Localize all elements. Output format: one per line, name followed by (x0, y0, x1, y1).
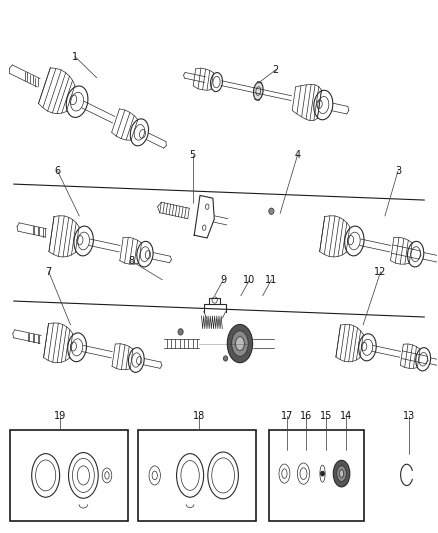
Text: 15: 15 (320, 411, 332, 422)
Bar (138, 430, 256, 521)
Text: 13: 13 (403, 411, 415, 422)
Ellipse shape (236, 337, 244, 351)
Circle shape (223, 356, 228, 361)
Text: 12: 12 (374, 267, 387, 277)
Text: 7: 7 (46, 267, 52, 277)
Ellipse shape (232, 331, 248, 357)
Ellipse shape (339, 470, 344, 478)
Text: 11: 11 (265, 275, 278, 285)
Text: 19: 19 (53, 411, 66, 422)
Ellipse shape (337, 466, 346, 482)
Text: 17: 17 (280, 411, 293, 422)
Ellipse shape (333, 461, 350, 487)
Bar (269, 430, 364, 521)
Bar (11, 430, 128, 521)
Text: 6: 6 (54, 166, 60, 176)
Circle shape (178, 329, 183, 335)
Circle shape (269, 208, 274, 214)
Text: 16: 16 (300, 411, 312, 422)
Ellipse shape (227, 325, 253, 363)
Text: 3: 3 (395, 166, 401, 176)
Text: 2: 2 (272, 65, 279, 75)
Text: 14: 14 (339, 411, 352, 422)
Ellipse shape (254, 82, 263, 100)
Text: 4: 4 (294, 150, 300, 160)
Text: 8: 8 (129, 256, 135, 266)
Text: 10: 10 (244, 275, 256, 285)
Text: 9: 9 (220, 275, 226, 285)
Text: 5: 5 (190, 150, 196, 160)
Circle shape (321, 472, 324, 476)
Text: 1: 1 (72, 52, 78, 61)
Text: 18: 18 (193, 411, 205, 422)
